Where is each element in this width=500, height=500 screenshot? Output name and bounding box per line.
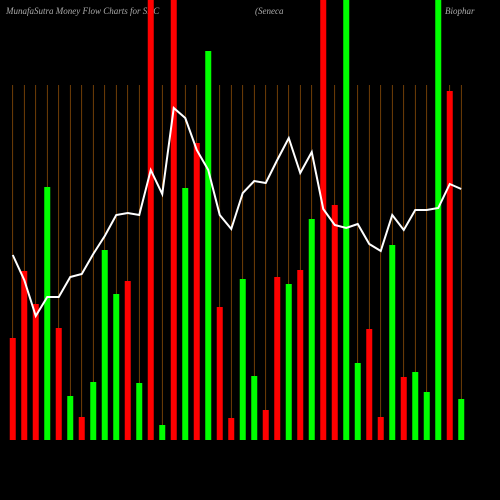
- bar: [435, 0, 442, 440]
- flow-line: [11, 106, 462, 319]
- bar: [67, 396, 74, 440]
- bar: [297, 270, 304, 440]
- bar: [101, 250, 108, 440]
- bar: [320, 0, 327, 440]
- bar: [285, 284, 292, 440]
- bar: [124, 281, 131, 440]
- bar: [32, 304, 39, 440]
- bar: [274, 277, 281, 440]
- bar: [446, 91, 453, 440]
- bar: [182, 188, 189, 440]
- bar: [78, 417, 85, 440]
- chart-title: MunafaSutra Money Flow Charts for SNC: [5, 6, 160, 16]
- bar: [147, 0, 154, 440]
- bar: [193, 143, 200, 440]
- bar: [9, 338, 16, 440]
- bar: [412, 372, 419, 440]
- bar: [423, 392, 430, 440]
- bar: [400, 377, 407, 440]
- bar: [262, 410, 269, 440]
- chart-title-end: Biophar: [445, 6, 475, 16]
- bar: [21, 271, 28, 440]
- bar: [458, 399, 465, 440]
- bar: [216, 307, 223, 440]
- bar: [205, 51, 212, 440]
- bar: [389, 245, 396, 440]
- bar: [354, 363, 361, 440]
- bar: [55, 328, 62, 440]
- bar: [228, 418, 235, 440]
- bar: [44, 187, 51, 440]
- bar: [90, 382, 97, 440]
- bar: [366, 329, 373, 440]
- bar: [170, 0, 177, 440]
- bar: [308, 219, 315, 440]
- bar: [159, 425, 166, 440]
- chart-subtitle: (Seneca: [255, 6, 284, 16]
- bar: [331, 205, 338, 440]
- bar: [377, 417, 384, 440]
- bar: [136, 383, 143, 440]
- bar: [343, 0, 350, 440]
- bar: [251, 376, 258, 440]
- bar: [113, 294, 120, 440]
- bar: [239, 279, 246, 440]
